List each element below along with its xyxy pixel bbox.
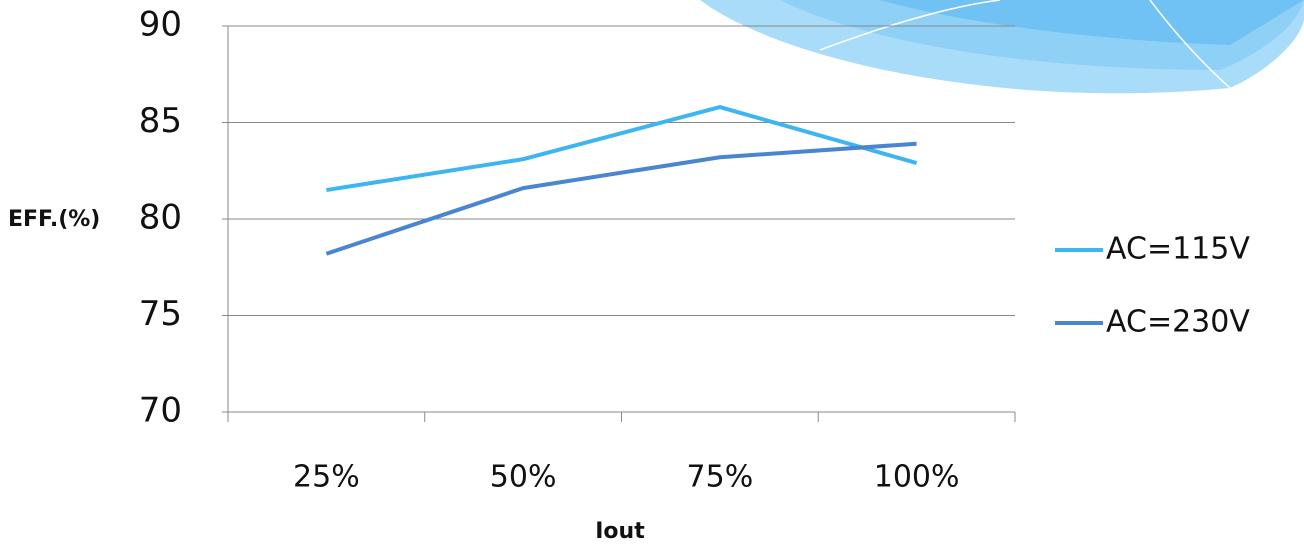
series-line xyxy=(325,141,917,256)
y-tick-label: 90 xyxy=(139,5,182,45)
y-tick-label: 80 xyxy=(139,198,182,238)
y-axis-label: EFF.(%) xyxy=(8,207,100,232)
legend-label: AC=115V xyxy=(1106,232,1250,267)
y-tick-label: 75 xyxy=(139,294,182,334)
decoration xyxy=(700,0,1304,94)
legend-label: AC=230V xyxy=(1106,305,1250,340)
x-tick-label: 75% xyxy=(687,460,754,495)
x-axis-label: Iout xyxy=(595,519,645,544)
x-tick-label: 100% xyxy=(874,460,960,495)
x-tick-label: 25% xyxy=(293,460,360,495)
y-tick-label: 70 xyxy=(139,391,182,431)
series-line xyxy=(326,105,918,193)
x-tick-label: 50% xyxy=(490,460,557,495)
y-tick-label: 85 xyxy=(139,101,182,141)
